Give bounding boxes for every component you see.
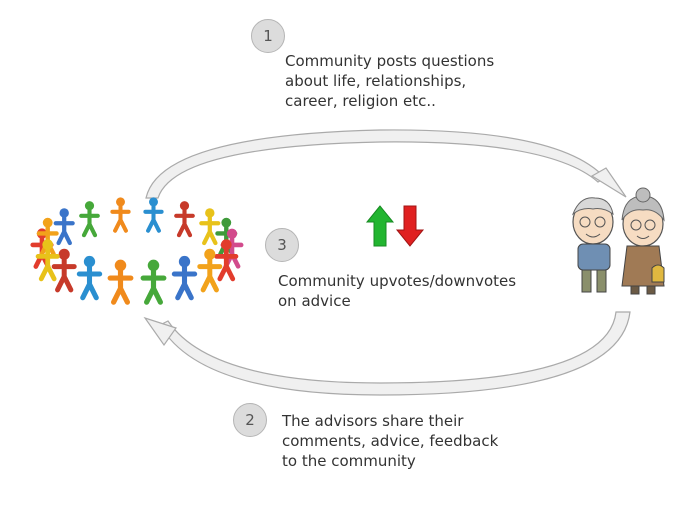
step-3-description: Community upvotes/downvotes on advice: [278, 272, 517, 310]
top-curved-arrow: [145, 129, 627, 199]
person-figure: [36, 217, 59, 257]
step-1-badge: 1: [251, 19, 285, 53]
people-circle-icon: [30, 197, 244, 305]
person-figure: [51, 248, 77, 293]
person-figure: [143, 197, 164, 233]
person-figure: [35, 239, 60, 282]
person-figure: [53, 208, 75, 246]
person-figure: [110, 197, 131, 233]
bottom-curved-arrow: [143, 311, 631, 396]
person-figure: [107, 259, 134, 305]
step-3-badge: 3: [265, 228, 299, 262]
updown-vote-icon: [365, 205, 425, 247]
person-figure: [171, 255, 198, 301]
person-figure: [199, 208, 221, 246]
person-figure: [79, 201, 100, 238]
person-figure: [140, 259, 167, 305]
step-2-badge: 2: [233, 403, 267, 437]
person-figure: [76, 255, 103, 301]
step-2-description: The advisors share their comments, advic…: [282, 412, 499, 470]
person-figure: [214, 239, 239, 282]
elderly-couple-icon: [571, 187, 665, 295]
person-figure: [197, 248, 223, 293]
elderly-woman: [621, 187, 665, 295]
step-1-description: Community posts questions about life, re…: [285, 52, 495, 110]
person-figure: [174, 201, 195, 238]
person-figure: [215, 217, 238, 257]
person-figure: [220, 228, 244, 269]
elderly-man: [571, 197, 614, 293]
